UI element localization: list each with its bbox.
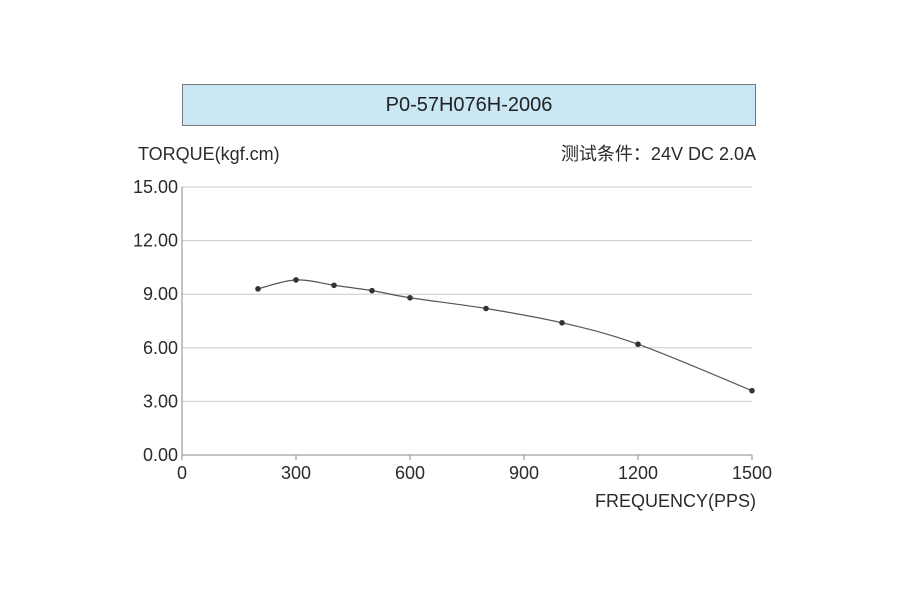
data-point <box>635 341 641 348</box>
x-tick-label: 1200 <box>618 463 658 483</box>
tick-labels: 0.00 3.00 6.00 9.00 12.00 15.00 0 300 600 900 1200… <box>133 177 772 483</box>
data-point <box>559 319 565 326</box>
data-series <box>255 277 755 394</box>
y-tick-label: 6.00 <box>143 338 178 358</box>
x-tick-label: 300 <box>281 463 311 483</box>
x-tick-label: 1500 <box>732 463 772 483</box>
data-point <box>369 287 375 294</box>
test-conditions: 测试条件：24V DC 2.0A <box>560 144 756 164</box>
chart-title: P0-57H076H-2006 <box>182 84 756 126</box>
torque-curve-line <box>257 279 753 392</box>
data-point <box>293 277 299 283</box>
y-tick-label: 3.00 <box>143 391 178 411</box>
data-point <box>331 282 337 289</box>
y-tick-label: 12.00 <box>133 231 178 251</box>
y-tick-label: 15.00 <box>133 177 178 197</box>
y-tick-label: 0.00 <box>143 445 178 465</box>
data-point <box>749 387 755 394</box>
grid-lines <box>182 186 752 402</box>
y-tick-label: 9.00 <box>143 284 178 304</box>
y-axis-label: TORQUE(kgf.cm) <box>138 144 280 164</box>
data-point <box>407 294 413 301</box>
x-tick-label: 600 <box>395 463 425 483</box>
x-axis-label: FREQUENCY(PPS) <box>594 491 756 511</box>
x-tick-label: 0 <box>177 463 187 483</box>
axes <box>181 187 753 460</box>
data-point <box>483 305 489 312</box>
x-tick-label: 900 <box>509 463 539 483</box>
data-point <box>255 286 261 292</box>
